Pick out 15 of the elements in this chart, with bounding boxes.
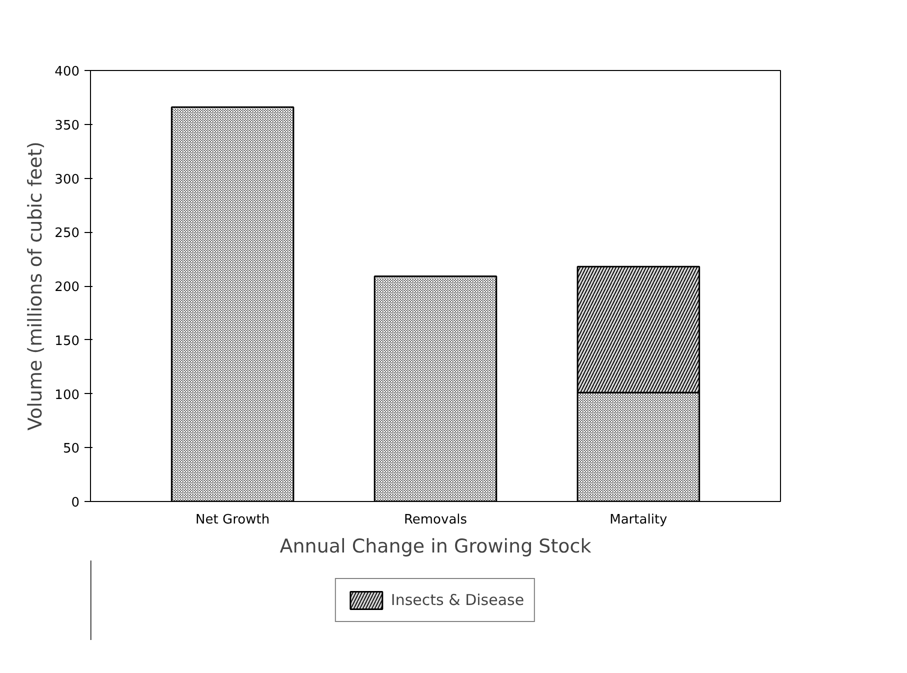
y-tick-label: 200	[54, 280, 80, 295]
y-tick-label: 0	[71, 496, 80, 510]
y-tick-label: 100	[54, 388, 80, 403]
y-tick-label: 300	[54, 172, 80, 188]
y-tick-label: 350	[54, 118, 80, 134]
legend-label: Insects & Disease	[390, 591, 524, 609]
x-tick-label: Martality	[610, 512, 668, 528]
y-tick-label: 250	[54, 226, 80, 242]
y-tick-label: 400	[54, 64, 80, 80]
x-tick-label: Removals	[404, 512, 468, 528]
x-tick-label: Net Growth	[196, 512, 270, 528]
x-axis-title: Annual Change in Growing Stock	[280, 536, 592, 558]
y-tick-label: 150	[54, 334, 80, 349]
y-tick-label: 50	[62, 442, 80, 457]
y-axis-title: Volume (millions of cubic feet)	[24, 142, 47, 430]
